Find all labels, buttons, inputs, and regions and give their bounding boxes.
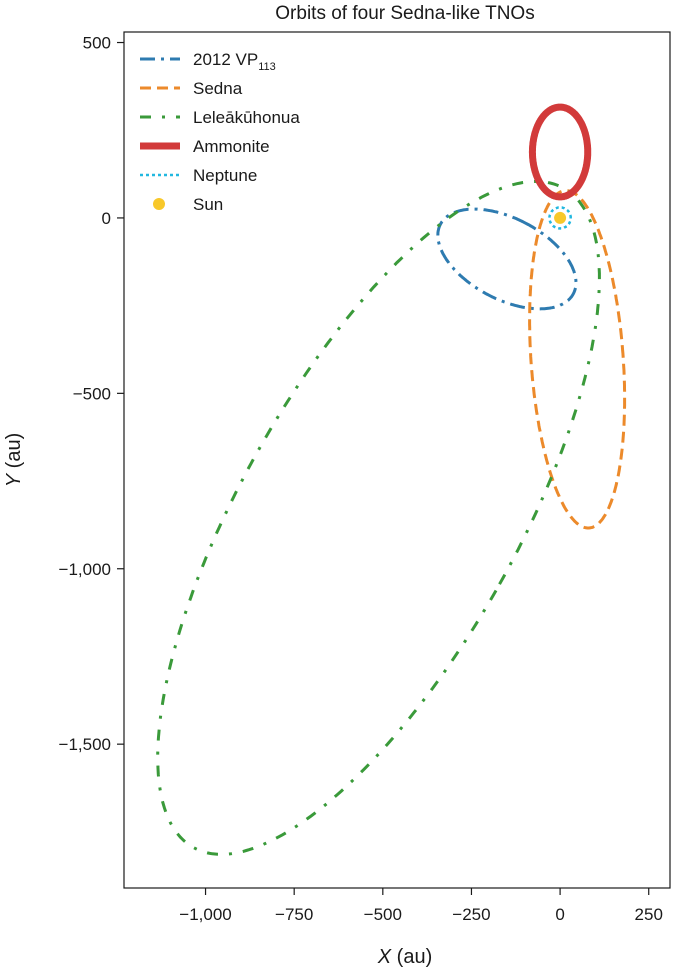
legend: 2012 VP113 Sedna Leleākūhonua Ammonite Neptu… xyxy=(140,50,300,214)
y-tick-label: 0 xyxy=(102,209,111,228)
plot-frame xyxy=(123,31,671,889)
legend-swatch-sun xyxy=(153,198,165,210)
chart-title: Orbits of four Sedna-like TNOs xyxy=(275,3,534,24)
plot-area xyxy=(156,103,627,856)
legend-label-ammonite: Ammonite xyxy=(193,137,270,156)
legend-label-sun: Sun xyxy=(193,195,223,214)
y-tick-label: −1,000 xyxy=(59,560,111,579)
x-axis: −1,000 −750 −500 −250 0 250 xyxy=(179,888,663,924)
legend-label-neptune: Neptune xyxy=(193,166,257,185)
orbit-neptune xyxy=(548,206,572,230)
x-tick-label: 250 xyxy=(635,905,663,924)
orbit-2012-vp-113 xyxy=(436,207,578,311)
orbit-sedna xyxy=(528,189,627,530)
legend-label-subscript: 113 xyxy=(258,61,276,73)
y-tick-label: −500 xyxy=(73,384,111,403)
y-axis-label-unit: (au) xyxy=(3,433,25,474)
orbit-lele-k-honua xyxy=(156,179,601,856)
y-axis-label-var: Y xyxy=(3,472,25,487)
x-tick-label: −500 xyxy=(364,905,402,924)
legend-label-2012-vp: 2012 VP113 xyxy=(193,50,276,73)
y-axis-label: Y (au) xyxy=(3,433,25,487)
x-axis-label: X (au) xyxy=(377,946,432,968)
x-tick-label: −250 xyxy=(452,905,490,924)
x-axis-label-var: X xyxy=(377,946,392,968)
x-tick-label: −1,000 xyxy=(179,905,231,924)
legend-label-sedna: Sedna xyxy=(193,79,243,98)
sun-marker xyxy=(554,211,567,224)
x-axis-label-unit: (au) xyxy=(391,946,432,968)
y-axis: 500 0 −500 −1,000 −1,500 xyxy=(59,34,124,754)
x-tick-label: −750 xyxy=(275,905,313,924)
x-tick-label: 0 xyxy=(555,905,564,924)
y-tick-label: 500 xyxy=(83,34,111,53)
orbit-ammonite xyxy=(528,103,592,201)
legend-label-lele-k-honua: Leleākūhonua xyxy=(193,108,300,127)
y-tick-label: −1,500 xyxy=(59,735,111,754)
